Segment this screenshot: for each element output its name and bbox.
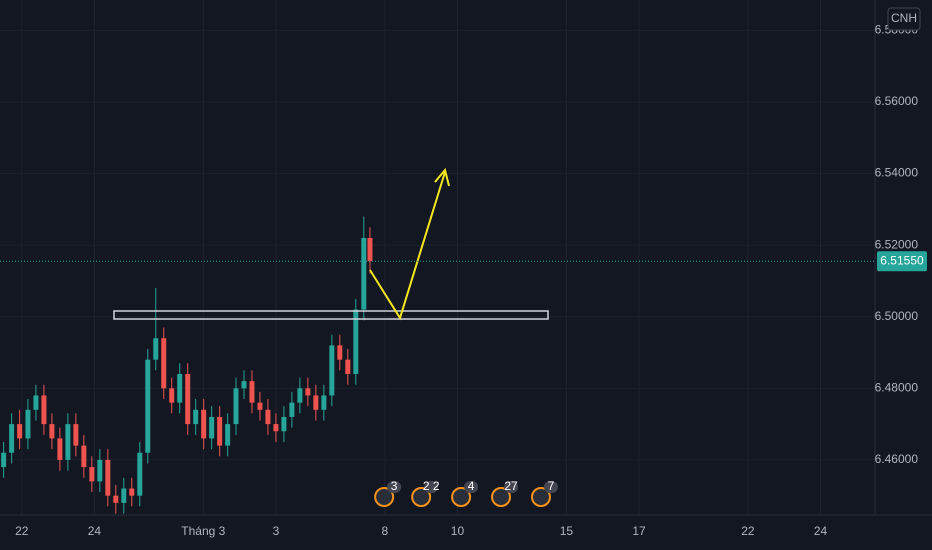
candle-body [17,424,23,439]
candle-body [225,424,231,446]
event-icon [374,487,395,507]
y-tick-label: 6.46000 [875,452,919,466]
candle-body [177,373,183,403]
x-tick-label: 24 [814,524,828,538]
event-badge [424,481,439,493]
candle-body [201,409,207,439]
candle-body [113,495,119,503]
event-icon [411,487,432,507]
candle-body [25,409,31,439]
candle-body [81,445,87,468]
candle-body [33,395,39,410]
candle-body [57,438,63,460]
event-count: 2 2 [423,479,440,493]
candle-body [257,402,263,410]
candle-body [161,338,167,389]
x-tick-label: Tháng 3 [181,524,225,538]
candle-body [273,424,279,432]
symbol-label: CNH [891,11,917,25]
candle-body [137,452,143,496]
x-tick-label: 15 [560,524,574,538]
candle-body [265,409,271,425]
candles [1,216,373,514]
event-count: 3 [391,479,398,493]
candle-body [89,467,95,482]
candle-body [329,345,335,396]
last-price-tag [877,251,927,272]
x-tick-label: 17 [632,524,646,538]
event-badge [504,481,519,493]
y-tick-label: 6.56000 [875,94,919,108]
candle-body [97,459,103,482]
x-tick-label: 24 [88,524,102,538]
event-count: 4 [468,479,475,493]
event-badge [543,481,558,493]
y-tick-label: 6.54000 [875,166,919,180]
x-tick-label: 10 [451,524,465,538]
candle-body [185,373,191,425]
x-tick-label: 22 [741,524,755,538]
candle-body [153,338,159,360]
candle-body [49,424,55,439]
event-icon [451,487,472,507]
x-tick-label: 3 [273,524,280,538]
y-tick-label: 6.50000 [875,309,919,323]
x-tick-label: 8 [382,524,389,538]
candle-body [367,237,373,262]
last-price-label: 6.51550 [880,253,924,267]
candle-body [105,459,111,496]
candle-body [241,381,247,389]
candle-body [73,424,79,446]
event-icon [491,487,512,507]
candle-body [217,416,223,446]
candle-body [361,237,367,310]
candle-body [193,409,199,425]
candle-body [169,388,175,403]
arrow-head [434,167,450,187]
candle-body [353,309,359,374]
symbol-box [887,7,921,31]
candle-body [129,488,135,496]
event-badge [464,481,479,493]
projection-arrow [369,171,446,321]
candle-body [337,345,343,360]
candle-body [249,381,255,403]
candle-body [209,416,215,439]
candle-body [65,424,71,460]
y-tick-label: 6.52000 [875,237,919,251]
x-tick-label: 22 [15,524,29,538]
candle-body [297,388,303,403]
event-count: 27 [504,479,518,493]
candle-body [289,402,295,417]
candle-body [121,488,127,503]
event-count: 7 [548,479,555,493]
candle-body [305,388,311,396]
candle-body [41,395,47,425]
candle-body [145,359,151,453]
candle-body [9,424,15,453]
zone-box [113,310,549,320]
y-tick-label: 6.48000 [875,380,919,394]
candle-body [281,416,287,432]
candle-body [1,452,7,468]
candle-body [313,395,319,410]
candle-body [321,395,327,410]
candle-body [345,359,351,374]
event-badge [387,481,402,493]
candle-body [233,388,239,425]
event-icon [530,487,551,507]
